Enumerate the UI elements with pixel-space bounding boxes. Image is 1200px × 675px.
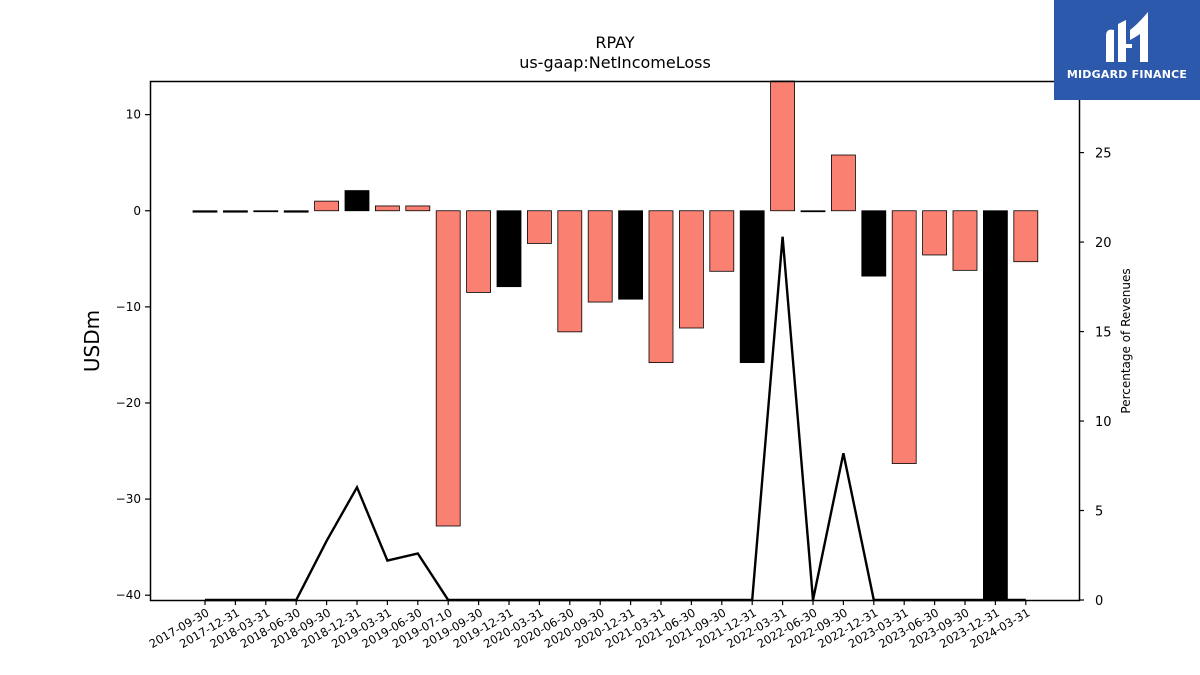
bar	[222, 210, 248, 213]
bar	[314, 200, 340, 212]
bar	[405, 205, 431, 212]
brand-name: MIDGARD FINANCE	[1066, 68, 1188, 81]
bar	[253, 210, 279, 213]
bar	[283, 210, 309, 213]
y2-tick-label: 10	[1095, 415, 1112, 430]
y-tick-label: 10	[126, 108, 141, 122]
y-tick-label: −30	[116, 492, 141, 506]
bar	[831, 154, 856, 212]
bar	[496, 210, 522, 288]
y-tick-label: −20	[116, 396, 141, 410]
y2-tick-label: 15	[1095, 326, 1112, 341]
chart-title: RPAY	[595, 33, 635, 52]
bar	[648, 210, 674, 364]
bar	[739, 210, 765, 364]
y2-tick-label: 5	[1095, 505, 1103, 520]
bar	[374, 205, 400, 212]
plot-frame	[149, 80, 1081, 602]
bar	[1013, 210, 1039, 263]
y2-tick-label: 0	[1095, 594, 1103, 609]
bar	[709, 210, 735, 272]
bar	[952, 210, 978, 271]
bar	[192, 210, 218, 213]
bar	[527, 210, 552, 244]
y-tick-label: 0	[133, 204, 141, 218]
bar	[466, 210, 492, 293]
bar	[861, 210, 887, 277]
bars-layer	[192, 80, 1039, 601]
axes-layer: 100−10−20−30−40 05101520252017-09-302017-…	[80, 108, 1133, 651]
y-tick-label: −10	[116, 300, 141, 314]
bar	[557, 210, 583, 333]
bar	[800, 210, 826, 213]
y-axis-label: USDm	[80, 310, 104, 372]
y2-tick-label: 25	[1095, 147, 1112, 162]
y2-axis-label: Percentage of Revenues	[1119, 268, 1133, 413]
bar	[770, 80, 795, 212]
y-tick-label: −40	[116, 588, 141, 602]
bar	[679, 210, 704, 329]
bar	[891, 210, 917, 464]
y2-tick-label: 20	[1095, 236, 1112, 251]
bar	[618, 210, 643, 300]
bar	[344, 190, 370, 212]
brand-mark-icon	[1106, 12, 1148, 63]
brand-logo: MIDGARD FINANCE	[1054, 0, 1200, 100]
bar	[587, 210, 613, 303]
bar	[983, 210, 1008, 601]
bar	[435, 210, 461, 527]
bar	[922, 210, 947, 256]
chart-subtitle: us-gaap:NetIncomeLoss	[519, 53, 711, 72]
